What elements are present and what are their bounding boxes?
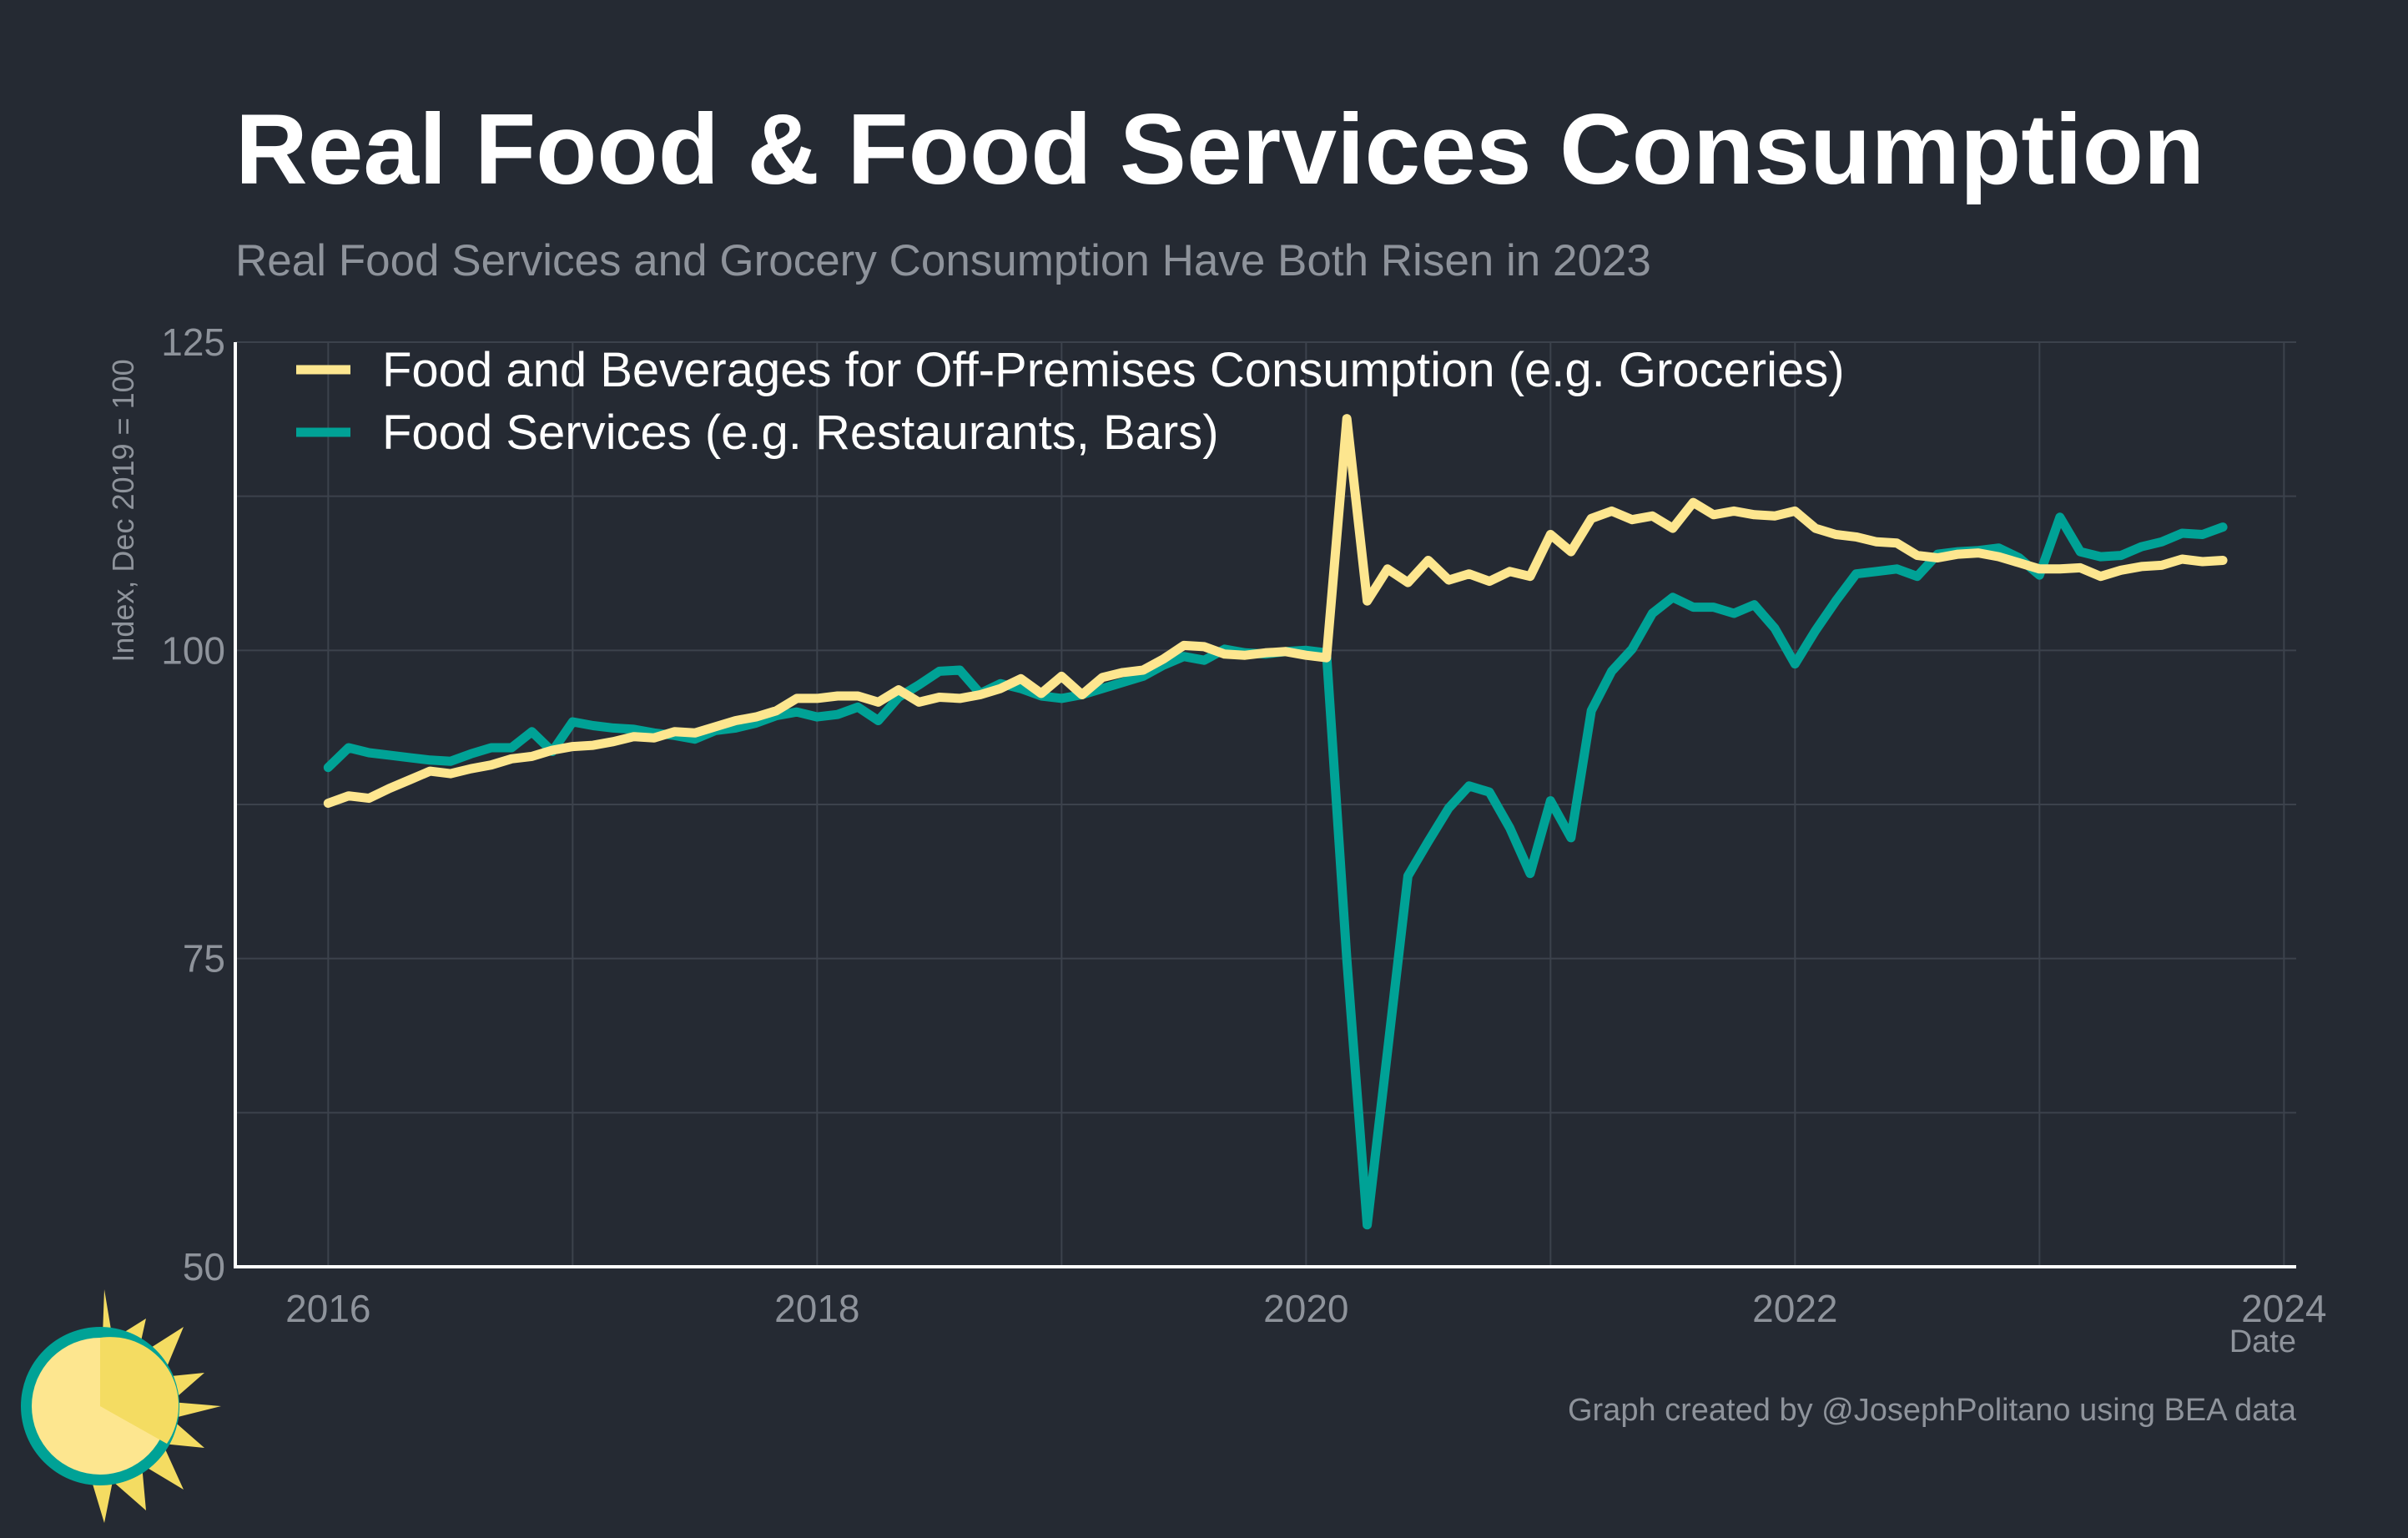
series-line-groceries [323, 414, 2228, 808]
sun-shade [100, 1337, 179, 1444]
legend: Food and Beverages for Off-Premises Cons… [296, 343, 1845, 460]
x-tick-label: 2020 [1263, 1287, 1348, 1330]
chart-title: Real Food & Food Services Consumption [235, 93, 2204, 205]
y-axis-label: Index, Dec 2019 = 100 [106, 359, 140, 662]
x-tick-label: 2022 [1752, 1287, 1837, 1330]
legend-label-groceries: Food and Beverages for Off-Premises Cons… [382, 343, 1845, 397]
y-tick-label: 50 [183, 1245, 225, 1288]
series-layer [323, 414, 2228, 1230]
x-tick-labels: 2016 2018 2020 2022 2024 [285, 1287, 2326, 1330]
y-tick-labels: 50 75 100 125 [161, 320, 225, 1288]
x-axis-label: Date [2229, 1324, 2296, 1359]
y-tick-label: 125 [161, 320, 225, 364]
x-tick-label: 2016 [285, 1287, 370, 1330]
sun-icon [21, 1289, 221, 1523]
y-tick-label: 75 [183, 937, 225, 981]
y-tick-label: 100 [161, 628, 225, 672]
chart-subtitle: Real Food Services and Grocery Consumpti… [235, 236, 1651, 285]
x-tick-label: 2024 [2241, 1287, 2326, 1330]
credit-text: Graph created by @JosephPolitano using B… [1568, 1393, 2297, 1428]
legend-label-restaurants: Food Services (e.g. Restaurants, Bars) [382, 406, 1219, 460]
x-tick-label: 2018 [774, 1287, 859, 1330]
